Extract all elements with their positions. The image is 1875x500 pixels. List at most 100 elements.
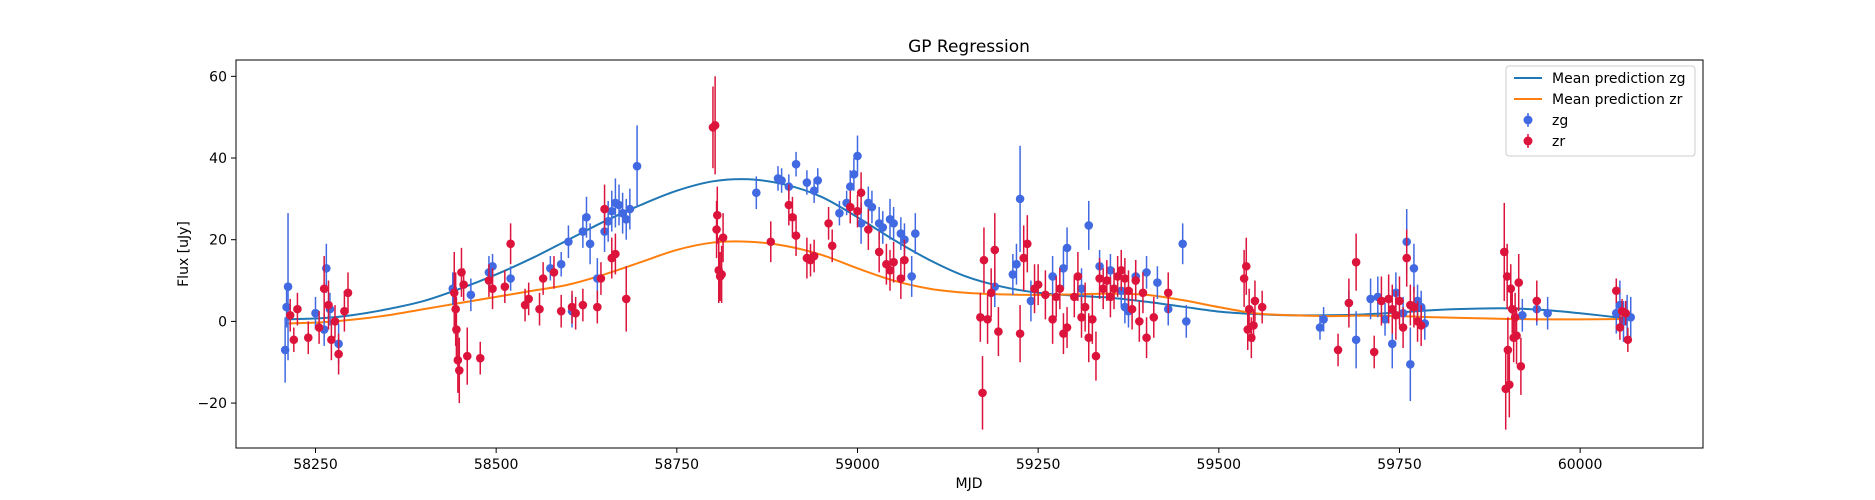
- data-point: [578, 227, 588, 236]
- data-point: [1041, 290, 1050, 300]
- data-point: [459, 280, 468, 289]
- data-point: [1098, 284, 1108, 294]
- data-point: [1241, 261, 1251, 271]
- plot-area: [280, 76, 1636, 430]
- data-point: [784, 200, 794, 210]
- data-point: [506, 274, 515, 283]
- data-point: [334, 349, 343, 359]
- data-point: [593, 302, 602, 312]
- data-point: [611, 249, 620, 259]
- data-point: [314, 323, 324, 332]
- data-point: [809, 251, 819, 261]
- data-point: [322, 263, 331, 273]
- data-point: [845, 202, 855, 212]
- data-point: [289, 335, 299, 345]
- data-point: [1084, 221, 1094, 230]
- data-point: [571, 308, 580, 318]
- data-point: [777, 176, 786, 185]
- data-point: [556, 306, 566, 316]
- data-point: [488, 284, 497, 294]
- data-point: [813, 176, 823, 185]
- data-point: [1095, 274, 1104, 283]
- data-point: [1019, 253, 1028, 263]
- x-tick-label: 59000: [835, 457, 880, 473]
- data-point: [1015, 329, 1025, 338]
- legend-label-mean-zr: Mean prediction zr: [1552, 92, 1683, 108]
- data-point: [1247, 333, 1256, 343]
- data-point: [976, 313, 985, 322]
- x-axis-label: MJD: [956, 476, 983, 492]
- data-point: [285, 310, 295, 320]
- data-point: [1369, 347, 1379, 357]
- data-point: [1106, 292, 1115, 302]
- data-point: [1048, 272, 1057, 281]
- x-tick-label: 58250: [293, 457, 338, 473]
- data-point: [1315, 323, 1325, 332]
- data-point: [1091, 351, 1101, 361]
- data-point: [1131, 276, 1141, 285]
- x-tick-label: 58750: [655, 457, 700, 473]
- data-point: [1391, 310, 1401, 320]
- data-point: [455, 366, 464, 375]
- data-point: [311, 308, 320, 318]
- data-point: [535, 304, 544, 314]
- observation-points: [280, 76, 1636, 430]
- y-tick-label: 40: [209, 151, 227, 167]
- data-point: [874, 247, 884, 257]
- legend: Mean prediction zg Mean prediction zr zg…: [1505, 65, 1696, 157]
- data-point: [1395, 296, 1404, 306]
- data-point: [457, 268, 466, 277]
- data-point: [1008, 270, 1018, 279]
- data-point: [1062, 243, 1072, 253]
- series-zg: [280, 125, 1636, 402]
- data-point: [1623, 335, 1633, 345]
- x-tick-label: 59500: [1197, 457, 1242, 473]
- x-tick-label: 59250: [1016, 457, 1061, 473]
- data-point: [845, 182, 855, 191]
- y-tick-label: 20: [209, 233, 227, 249]
- data-point: [1015, 194, 1025, 204]
- data-point: [853, 206, 862, 216]
- data-point: [1088, 315, 1097, 324]
- data-point: [484, 276, 494, 285]
- data-point: [556, 259, 566, 269]
- data-point: [343, 288, 353, 298]
- data-point: [524, 294, 533, 304]
- data-point: [712, 210, 722, 220]
- data-point: [1109, 284, 1119, 294]
- data-point: [1142, 268, 1151, 277]
- data-point: [849, 170, 859, 179]
- data-point: [1344, 298, 1354, 308]
- data-point: [896, 274, 906, 283]
- data-point: [452, 325, 461, 334]
- data-point: [1516, 362, 1526, 371]
- data-point: [506, 239, 515, 249]
- data-point: [1127, 304, 1137, 314]
- data-point: [500, 282, 510, 291]
- data-point: [1033, 280, 1043, 289]
- data-point: [1012, 259, 1021, 269]
- axes-frame: [235, 59, 1704, 449]
- data-point: [1181, 317, 1191, 326]
- chart-title: GP Regression: [908, 37, 1030, 57]
- data-point: [564, 237, 573, 247]
- x-tick-label: 59750: [1377, 457, 1422, 473]
- data-point: [717, 270, 726, 279]
- data-point: [600, 204, 609, 214]
- data-point: [1380, 315, 1390, 324]
- data-point: [1333, 345, 1343, 355]
- data-point: [1543, 308, 1552, 318]
- data-point: [1406, 359, 1415, 369]
- x-tick-label: 58500: [474, 457, 519, 473]
- data-point: [983, 315, 992, 324]
- data-point: [1621, 308, 1630, 318]
- legend-box: [1505, 65, 1696, 157]
- data-point: [1366, 294, 1375, 304]
- data-point: [1055, 284, 1065, 294]
- data-point: [1402, 253, 1412, 263]
- data-point: [1506, 284, 1516, 294]
- data-point: [293, 304, 302, 314]
- data-point: [1149, 313, 1159, 322]
- data-point: [462, 351, 472, 361]
